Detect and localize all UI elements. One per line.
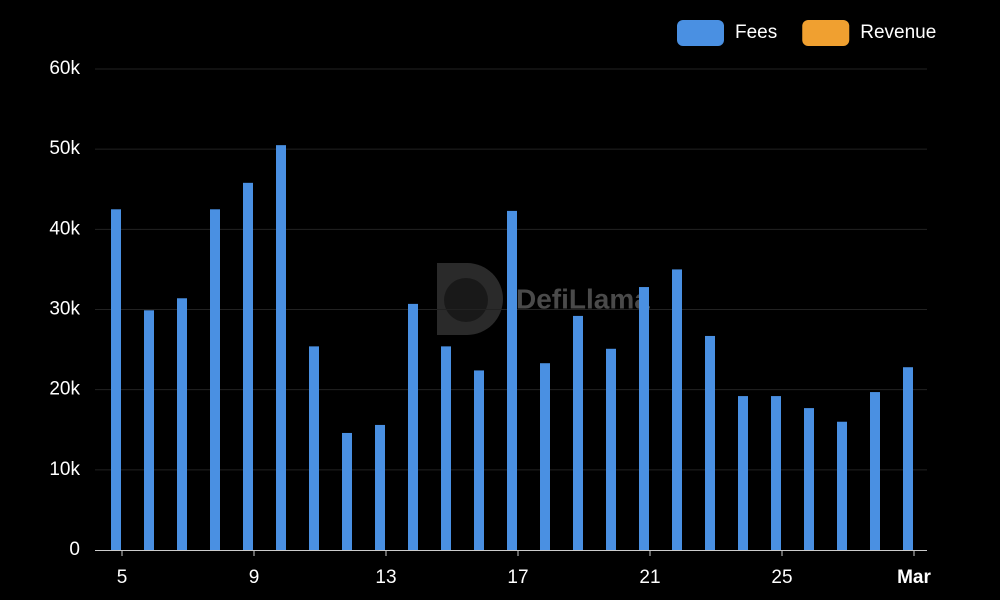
legend-swatch xyxy=(677,20,724,46)
x-tick-label: 9 xyxy=(249,567,260,588)
legend-swatch xyxy=(802,20,850,46)
bar xyxy=(408,303,418,550)
y-tick-label: 10k xyxy=(49,459,80,480)
x-tick-label: 13 xyxy=(375,567,396,588)
watermark-logo xyxy=(437,263,503,335)
x-tick-label: 25 xyxy=(771,567,792,588)
y-tick-label: 0 xyxy=(69,539,80,560)
bar xyxy=(804,408,814,550)
y-tick-label: 60k xyxy=(49,58,80,79)
bar xyxy=(573,315,583,550)
bar xyxy=(375,424,385,550)
bar xyxy=(210,209,220,550)
bar xyxy=(111,209,121,550)
legend-label: Fees xyxy=(735,22,777,43)
bar xyxy=(540,363,550,550)
bar xyxy=(606,348,616,550)
bar xyxy=(705,335,715,550)
y-tick-label: 50k xyxy=(49,138,80,159)
bar xyxy=(474,370,484,550)
x-tick-label: 5 xyxy=(117,567,128,588)
bar xyxy=(243,182,253,550)
bar xyxy=(903,367,913,550)
bar xyxy=(177,298,187,550)
y-tick-label: 20k xyxy=(49,379,80,400)
bar xyxy=(342,432,352,550)
bar xyxy=(672,269,682,550)
y-tick-label: 40k xyxy=(49,218,80,239)
x-tick-label: Mar xyxy=(897,567,931,588)
bar xyxy=(639,287,649,550)
bar xyxy=(441,346,451,550)
y-tick-label: 30k xyxy=(49,299,80,320)
legend-label: Revenue xyxy=(860,22,936,43)
bar xyxy=(144,310,154,550)
bar xyxy=(837,421,847,550)
bar xyxy=(276,145,286,551)
bar xyxy=(738,396,748,550)
x-tick-label: 21 xyxy=(639,567,660,588)
bar xyxy=(309,346,319,550)
x-tick-label: 17 xyxy=(507,567,528,588)
bar xyxy=(507,210,517,550)
bar xyxy=(870,392,880,550)
bar xyxy=(771,396,781,550)
